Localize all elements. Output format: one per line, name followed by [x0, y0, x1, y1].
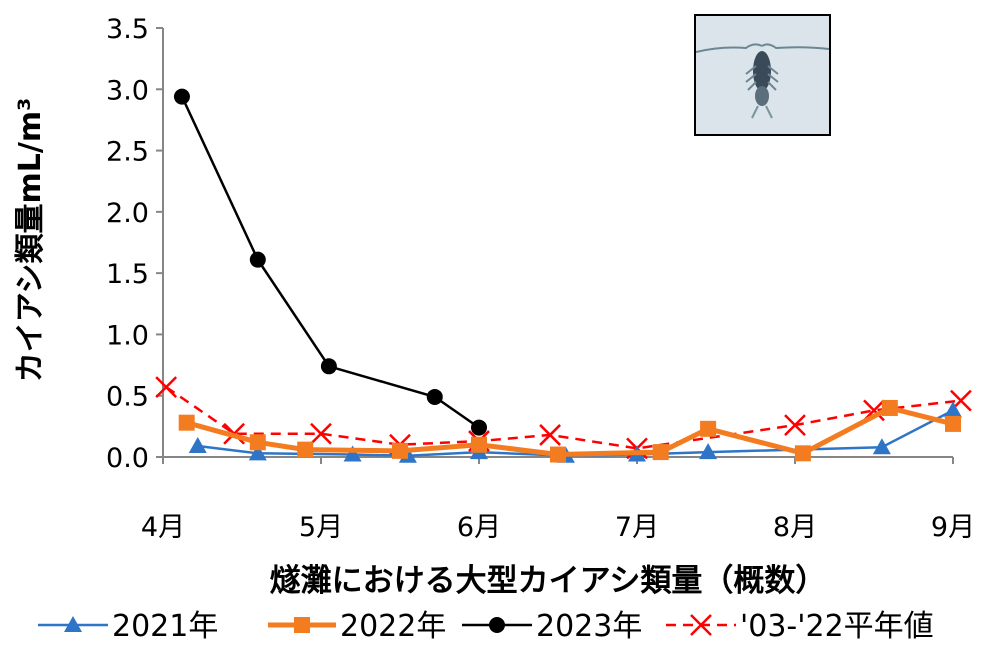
y-tick-label: 3.0 — [106, 75, 149, 106]
data-point-square — [294, 617, 310, 633]
data-point-triangle — [699, 443, 718, 460]
data-point-triangle — [64, 616, 82, 632]
data-point-circle — [249, 251, 266, 268]
y-tick-label: 1.0 — [106, 320, 149, 351]
y-tick-label: 0.0 — [106, 443, 149, 474]
x-tick-label: 8月 — [773, 512, 817, 543]
legend: 2021年 2022年 2023年 '03-'22平年値 — [38, 609, 934, 644]
series-group — [155, 88, 972, 463]
data-point-square — [297, 441, 314, 458]
legend-label: 2022年 — [340, 609, 446, 644]
y-tick-label: 0.5 — [106, 382, 149, 413]
data-point-circle — [173, 88, 190, 105]
x-tick-label: 6月 — [457, 512, 501, 543]
y-tick-label: 3.5 — [106, 14, 149, 45]
data-point-x — [539, 424, 561, 446]
data-point-x — [784, 414, 806, 437]
series-line — [180, 96, 480, 429]
data-point-circle — [489, 617, 505, 633]
data-point-triangle — [188, 436, 207, 453]
data-point-circle — [320, 358, 337, 375]
data-point-square — [945, 415, 961, 432]
y-tick-label: 2.5 — [106, 137, 149, 168]
data-point-square — [249, 434, 266, 451]
series-2 — [173, 88, 487, 436]
axes — [162, 28, 953, 458]
y-tick-label: 1.5 — [106, 259, 149, 290]
data-point-square — [392, 442, 408, 459]
data-point-triangle — [872, 438, 891, 455]
y-axis-label: カイアシ類量mL/m³ — [13, 98, 48, 383]
data-point-square — [178, 414, 195, 431]
legend-item: '03-'22平年値 — [666, 609, 934, 644]
data-point-triangle — [944, 401, 962, 418]
data-point-x — [155, 376, 178, 399]
copepod-image — [696, 16, 829, 134]
legend-label: 2023年 — [536, 609, 642, 644]
legend-label: '03-'22平年値 — [740, 609, 934, 644]
y-tick-labels: 0.0 0.5 1.0 1.5 2.0 2.5 3.0 3.5 — [106, 14, 163, 474]
data-point-square — [881, 399, 898, 416]
data-point-circle — [471, 419, 487, 436]
data-point-square — [794, 445, 811, 462]
x-tick-labels: 4月 5月 6月 7月 8月 9月 — [141, 457, 975, 543]
data-point-x — [690, 614, 712, 636]
x-tick-label: 7月 — [615, 512, 659, 543]
series-1 — [178, 399, 961, 463]
data-point-circle — [426, 388, 443, 405]
data-point-x — [310, 422, 332, 445]
copepod-photo — [694, 14, 831, 136]
legend-item: 2022年 — [268, 609, 446, 644]
data-point-triangle — [343, 445, 362, 462]
x-tick-label: 4月 — [141, 512, 185, 543]
y-tick-label: 2.0 — [106, 198, 149, 229]
data-point-square — [652, 444, 669, 461]
x-axis-label: 燧灘における大型カイアシ類量（概数） — [270, 563, 827, 599]
data-point-square — [700, 420, 717, 437]
data-point-square — [471, 436, 487, 453]
x-tick-label: 9月 — [931, 512, 975, 543]
legend-label: 2021年 — [112, 609, 218, 644]
data-point-square — [550, 446, 566, 463]
series-line — [165, 386, 962, 450]
legend-item: 2023年 — [462, 609, 642, 644]
legend-item: 2021年 — [38, 609, 218, 644]
y-axis-label-group: カイアシ類量mL/m³ — [13, 98, 48, 383]
data-point-triangle — [248, 444, 267, 461]
x-tick-label: 5月 — [299, 512, 343, 543]
